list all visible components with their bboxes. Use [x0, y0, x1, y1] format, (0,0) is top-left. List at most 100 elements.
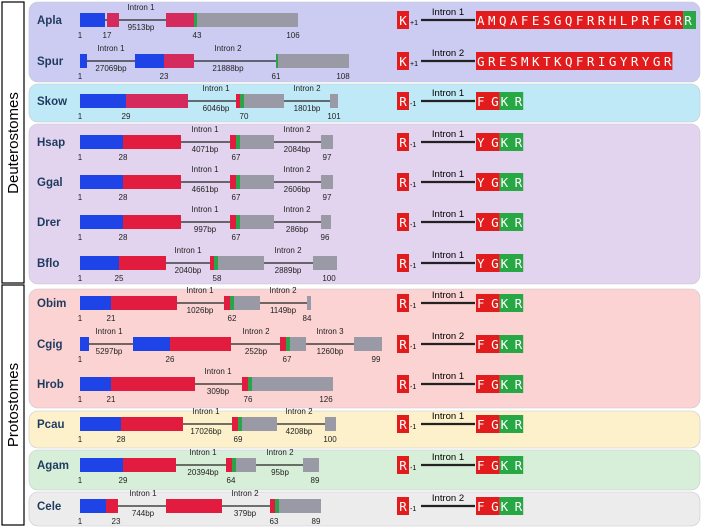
exon-block: [230, 296, 234, 310]
intron-length: 6046bp: [203, 104, 230, 113]
exon-block: [111, 377, 195, 391]
junction-intron-name: Intron 1: [432, 371, 464, 382]
exon-block: [214, 256, 218, 270]
junction-intron-name: Intron 1: [432, 290, 464, 301]
left-residue: R: [399, 175, 407, 190]
exon-block: [321, 135, 333, 149]
exon-block: [242, 417, 277, 431]
residue-box-green: [499, 497, 524, 515]
exon-block: [236, 135, 240, 149]
position-label: 28: [119, 153, 128, 162]
left-residue-box: [397, 375, 409, 393]
intron-length: 1149bp: [270, 306, 297, 315]
position-label: 67: [232, 153, 241, 162]
left-residue-box: [397, 213, 409, 231]
exon-block: [133, 337, 170, 351]
intron-name: Intron 1: [186, 286, 214, 295]
residue-box-red: [476, 335, 500, 353]
residue-box-green: [499, 294, 524, 312]
exon-block: [248, 377, 252, 391]
position-label: 1: [78, 233, 83, 242]
intron-length: 252bp: [245, 347, 268, 356]
left-residue-box: [397, 92, 409, 110]
exon-block: [230, 175, 236, 189]
intron-length: 17026bp: [190, 427, 222, 436]
intron-name: Intron 2: [269, 286, 297, 295]
exon-block: [218, 256, 264, 270]
position-label: 21: [107, 314, 116, 323]
intron-length: 1260bp: [317, 347, 344, 356]
exon-block: [224, 296, 230, 310]
residue-box-red: [476, 11, 684, 29]
intron-length: 27069bp: [95, 64, 127, 73]
exon-block: [240, 135, 274, 149]
phase-label: +1: [410, 61, 418, 68]
intron-name: Intron 2: [283, 125, 311, 134]
left-residue-box: [397, 52, 409, 70]
left-residue-box: [397, 133, 409, 151]
position-label: 62: [228, 314, 237, 323]
intron-length: 997bp: [194, 225, 217, 234]
intron-length: 744bp: [132, 509, 155, 518]
position-label: 61: [272, 72, 281, 81]
position-label: 106: [286, 31, 300, 40]
left-residue: R: [399, 499, 407, 514]
exon-block: [278, 54, 349, 68]
position-label: 1: [78, 193, 83, 202]
exon-block: [210, 256, 214, 270]
intron-length: 4208bp: [286, 427, 313, 436]
intron-length: 21888bp: [212, 64, 244, 73]
intron-name: Intron 1: [174, 246, 202, 255]
panel-bg: [28, 123, 701, 285]
exon-block: [230, 215, 236, 229]
residue-box-red: [476, 52, 673, 70]
exon-block: [80, 135, 123, 149]
residue-box-green: [499, 92, 524, 110]
intron-name: Intron 2: [283, 205, 311, 214]
residue-box-red: [476, 375, 500, 393]
species-name: Bflo: [37, 258, 59, 270]
gene-row-cele: Cele 1 23 63 89 Intron 1 744bp Intron 2 379bp: [37, 489, 321, 526]
intron-name: Intron 1: [97, 44, 125, 53]
exon-block: [170, 337, 231, 351]
position-label: 126: [319, 395, 333, 404]
phase-label: -1: [410, 344, 416, 351]
gene-row-bflo: Bflo 1 25 58 100 Intron 1 2040bp Intron 2 2889bp: [37, 246, 337, 283]
position-label: 1: [78, 517, 83, 526]
exon-block: [226, 458, 232, 472]
left-residue-box: [397, 497, 409, 515]
junction-intron-name: Intron 2: [432, 331, 464, 342]
species-name: Cele: [37, 501, 61, 513]
exon-block: [123, 175, 181, 189]
exon-block: [80, 417, 121, 431]
phase-label: -1: [410, 263, 416, 270]
position-label: 101: [327, 112, 341, 121]
junction-intron-name: Intron 2: [432, 493, 464, 504]
intron-name: Intron 1: [204, 367, 232, 376]
position-label: 25: [115, 274, 124, 283]
residue-box-red: [476, 213, 500, 231]
position-label: 84: [303, 314, 312, 323]
junction-intron-name: Intron 1: [432, 452, 464, 463]
exon-block: [270, 499, 275, 513]
position-label: 28: [119, 193, 128, 202]
exon-block: [166, 13, 194, 27]
position-label: 1: [78, 435, 83, 444]
position-label: 23: [112, 517, 121, 526]
position-label: 67: [283, 355, 292, 364]
left-residue-box: [397, 415, 409, 433]
intron-name: Intron 2: [266, 448, 294, 457]
position-label: 1: [78, 274, 83, 283]
left-residue: R: [399, 215, 407, 230]
intron-name: Intron 1: [189, 448, 217, 457]
exon-block: [123, 215, 181, 229]
gene-row-skow: Skow 1 29 70 101 Intron 1 6046bp Intron 2 1801bp: [37, 84, 341, 121]
left-residue: R: [399, 256, 407, 271]
position-label: 29: [119, 476, 128, 485]
residue-box-red: [476, 294, 500, 312]
position-label: 89: [312, 517, 321, 526]
